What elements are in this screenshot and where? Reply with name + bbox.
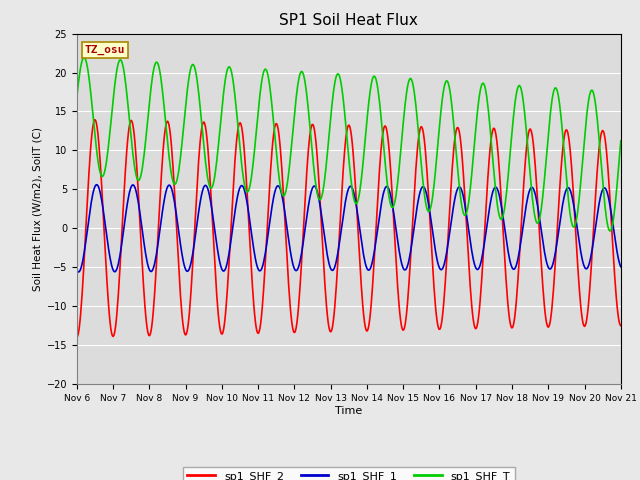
- sp1_SHF_T: [84, 64, 92, 70]
- sp1_SHF_T: [195, 90, 202, 96]
- sp1_SHF_T: [73, 95, 81, 100]
- sp1_SHF_2: [83, 211, 90, 216]
- sp1_SHF_2: [431, 303, 439, 309]
- Line: sp1_SHF_1: sp1_SHF_1: [77, 185, 621, 272]
- sp1_SHF_2: [91, 117, 99, 122]
- sp1_SHF_1: [73, 267, 81, 273]
- sp1_SHF_1: [140, 241, 148, 247]
- sp1_SHF_1: [617, 264, 625, 270]
- sp1_SHF_T: [81, 55, 88, 60]
- sp1_SHF_T: [416, 142, 424, 148]
- Line: sp1_SHF_2: sp1_SHF_2: [77, 120, 621, 337]
- sp1_SHF_2: [195, 158, 202, 164]
- sp1_SHF_1: [224, 256, 232, 262]
- sp1_SHF_1: [93, 182, 100, 188]
- sp1_SHF_T: [606, 228, 614, 234]
- X-axis label: Time: Time: [335, 406, 362, 416]
- Y-axis label: Soil Heat Flux (W/m2), SoilT (C): Soil Heat Flux (W/m2), SoilT (C): [33, 127, 42, 291]
- sp1_SHF_1: [433, 252, 440, 258]
- Legend: sp1_SHF_2, sp1_SHF_1, sp1_SHF_T: sp1_SHF_2, sp1_SHF_1, sp1_SHF_T: [183, 467, 515, 480]
- sp1_SHF_1: [74, 269, 82, 275]
- sp1_SHF_1: [84, 227, 92, 233]
- Line: sp1_SHF_T: sp1_SHF_T: [77, 58, 621, 231]
- Title: SP1 Soil Heat Flux: SP1 Soil Heat Flux: [280, 13, 418, 28]
- sp1_SHF_2: [223, 287, 231, 292]
- sp1_SHF_T: [617, 138, 625, 144]
- sp1_SHF_T: [140, 158, 147, 164]
- sp1_SHF_1: [196, 204, 204, 210]
- sp1_SHF_2: [73, 335, 81, 340]
- sp1_SHF_T: [223, 67, 231, 72]
- sp1_SHF_1: [417, 189, 424, 194]
- sp1_SHF_2: [416, 129, 424, 134]
- Text: TZ_osu: TZ_osu: [85, 45, 125, 55]
- sp1_SHF_T: [431, 168, 439, 174]
- sp1_SHF_2: [617, 323, 625, 328]
- sp1_SHF_2: [140, 281, 147, 287]
